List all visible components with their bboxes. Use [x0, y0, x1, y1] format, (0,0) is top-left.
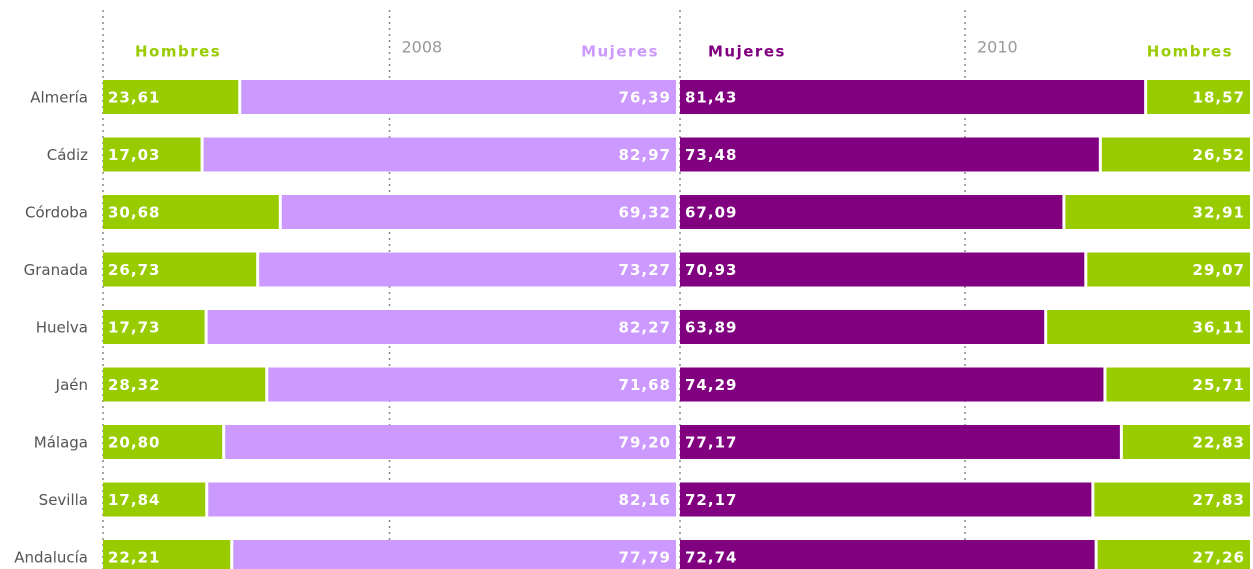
bar: [268, 367, 676, 402]
value-label: 82,97: [619, 146, 671, 164]
value-label: 77,17: [685, 434, 737, 452]
value-label: 70,93: [685, 261, 737, 279]
category-label: Granada: [24, 261, 88, 279]
bar: [241, 80, 677, 114]
bar: [1094, 482, 1250, 517]
value-label: 73,48: [685, 146, 737, 164]
value-label: 77,79: [619, 549, 671, 567]
value-label: 17,03: [108, 146, 160, 164]
legend-label: Mujeres: [581, 43, 659, 61]
category-label: Almería: [30, 89, 88, 107]
value-label: 72,74: [685, 549, 737, 567]
value-label: 73,27: [619, 261, 671, 279]
bar: [1087, 252, 1250, 287]
value-label: 71,68: [619, 376, 671, 394]
legend-label: Mujeres: [708, 43, 786, 61]
value-label: 23,61: [108, 89, 160, 107]
bar: [1065, 195, 1250, 229]
value-label: 27,26: [1193, 549, 1245, 567]
bar: [103, 310, 205, 344]
category-label: Huelva: [36, 319, 88, 337]
value-label: 82,16: [619, 491, 671, 509]
value-label: 22,83: [1193, 434, 1245, 452]
bar: [103, 195, 279, 229]
value-label: 25,71: [1193, 376, 1245, 394]
bar: [1106, 367, 1250, 402]
bar: [1122, 425, 1250, 459]
bar: [680, 137, 1099, 172]
bar: [103, 425, 223, 459]
bar: [103, 252, 257, 287]
bar: [680, 195, 1063, 229]
value-label: 74,29: [685, 376, 737, 394]
bar: [680, 252, 1085, 287]
legend-label: Hombres: [135, 43, 221, 61]
bar: [680, 80, 1145, 114]
value-label: 17,84: [108, 491, 160, 509]
bar: [207, 310, 676, 344]
bar: [103, 540, 231, 569]
category-label: Cádiz: [47, 146, 88, 164]
value-label: 22,21: [108, 549, 160, 567]
category-label: Málaga: [34, 434, 88, 452]
category-label: Andalucía: [14, 549, 88, 567]
bar: [680, 367, 1104, 402]
bar: [680, 425, 1120, 459]
value-label: 72,17: [685, 491, 737, 509]
bar: [680, 540, 1095, 569]
value-label: 28,32: [108, 376, 160, 394]
value-label: 67,09: [685, 204, 737, 222]
bar: [259, 252, 676, 287]
value-label: 27,83: [1193, 491, 1245, 509]
bar: [103, 80, 239, 114]
category-label: Sevilla: [39, 491, 88, 509]
value-label: 69,32: [619, 204, 671, 222]
value-label: 36,11: [1193, 319, 1245, 337]
value-label: 17,73: [108, 319, 160, 337]
category-label: Córdoba: [25, 204, 88, 222]
bar: [1101, 137, 1250, 172]
bar: [233, 540, 676, 569]
value-label: 29,07: [1193, 261, 1245, 279]
bar: [103, 137, 201, 172]
bar: [103, 367, 266, 402]
value-label: 32,91: [1193, 204, 1245, 222]
value-label: 30,68: [108, 204, 160, 222]
bar: [281, 195, 676, 229]
bar: [680, 310, 1045, 344]
value-label: 79,20: [619, 434, 671, 452]
bar: [208, 482, 676, 517]
bar: [680, 482, 1092, 517]
bar: [203, 137, 676, 172]
value-label: 18,57: [1193, 89, 1245, 107]
value-label: 76,39: [619, 89, 671, 107]
panel-title: 2010: [977, 38, 1018, 57]
bar: [1097, 540, 1250, 569]
bar: [1047, 310, 1250, 344]
value-label: 82,27: [619, 319, 671, 337]
value-label: 63,89: [685, 319, 737, 337]
value-label: 81,43: [685, 89, 737, 107]
category-label: Jaén: [55, 376, 88, 394]
value-label: 26,52: [1193, 146, 1245, 164]
bar: [1147, 80, 1250, 114]
value-label: 20,80: [108, 434, 160, 452]
legend-label: Hombres: [1147, 43, 1233, 61]
value-label: 26,73: [108, 261, 160, 279]
bar: [103, 482, 206, 517]
panel-title: 2008: [402, 38, 443, 57]
bar: [225, 425, 676, 459]
